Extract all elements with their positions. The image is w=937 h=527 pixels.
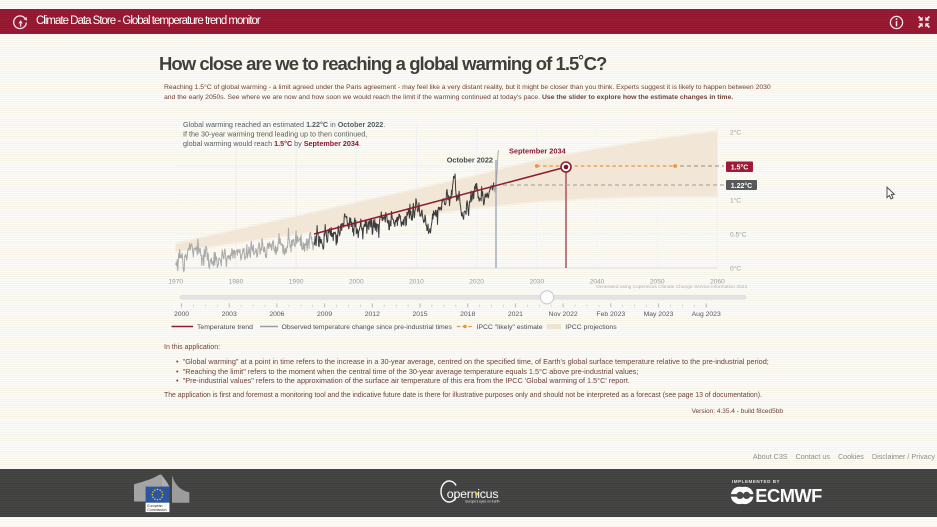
svg-text:0.5°C: 0.5°C bbox=[730, 230, 747, 238]
svg-text:September 2034: September 2034 bbox=[509, 147, 567, 156]
svg-text:2050: 2050 bbox=[650, 279, 665, 286]
svg-text:October 2022: October 2022 bbox=[447, 156, 493, 165]
svg-text:ECMWF: ECMWF bbox=[755, 486, 822, 506]
svg-text:2030: 2030 bbox=[529, 279, 544, 286]
svg-text:2006: 2006 bbox=[269, 311, 284, 318]
svg-text:2020: 2020 bbox=[469, 279, 484, 286]
svg-text:2000: 2000 bbox=[349, 279, 364, 286]
svg-text:1.22°C: 1.22°C bbox=[731, 182, 752, 190]
svg-text:2021: 2021 bbox=[508, 311, 523, 318]
svg-text:Aug 2023: Aug 2023 bbox=[692, 311, 721, 318]
svg-text:European: European bbox=[147, 504, 162, 508]
svg-text:2060: 2060 bbox=[710, 279, 725, 286]
svg-text:May 2023: May 2023 bbox=[644, 311, 674, 318]
svg-text:Feb 2023: Feb 2023 bbox=[596, 311, 625, 318]
svg-text:Nov 2022: Nov 2022 bbox=[549, 311, 578, 318]
svg-text:2009: 2009 bbox=[317, 311, 332, 318]
svg-text:2015: 2015 bbox=[412, 311, 427, 318]
svg-text:IPCC projections: IPCC projections bbox=[565, 324, 617, 331]
svg-text:global warming would reach 1.5: global warming would reach 1.5°C by Sept… bbox=[183, 139, 361, 148]
svg-text:Generated using Copernicus Cli: Generated using Copernicus Climate Chang… bbox=[596, 284, 748, 290]
svg-text:1990: 1990 bbox=[289, 279, 304, 286]
svg-text:2000: 2000 bbox=[174, 311, 189, 318]
svg-text:0°C: 0°C bbox=[730, 264, 741, 272]
svg-text:If the 30-year warming trend l: If the 30-year warming trend leading up … bbox=[183, 130, 367, 139]
svg-text:2012: 2012 bbox=[365, 311, 380, 318]
svg-text:IPCC "likely" estimate: IPCC "likely" estimate bbox=[477, 324, 543, 331]
svg-text:2°C: 2°C bbox=[730, 128, 741, 136]
svg-text:1970: 1970 bbox=[168, 279, 183, 286]
svg-text:2018: 2018 bbox=[460, 311, 475, 318]
svg-text:2010: 2010 bbox=[409, 279, 424, 286]
svg-text:Europe's eyes on Earth: Europe's eyes on Earth bbox=[465, 499, 499, 503]
svg-text:Commission: Commission bbox=[147, 508, 166, 512]
svg-text:opernicus: opernicus bbox=[447, 487, 499, 501]
svg-text:Observed temperature change si: Observed temperature change since pre-in… bbox=[282, 324, 453, 331]
svg-text:1980: 1980 bbox=[229, 279, 244, 286]
svg-text:1.5°C: 1.5°C bbox=[731, 164, 749, 172]
svg-text:1°C: 1°C bbox=[730, 196, 741, 204]
svg-text:2040: 2040 bbox=[590, 279, 605, 286]
svg-text:Global warming reached an esti: Global warming reached an estimated 1.22… bbox=[183, 120, 385, 129]
svg-text:2003: 2003 bbox=[222, 311, 237, 318]
svg-text:Temperature trend: Temperature trend bbox=[197, 324, 253, 331]
